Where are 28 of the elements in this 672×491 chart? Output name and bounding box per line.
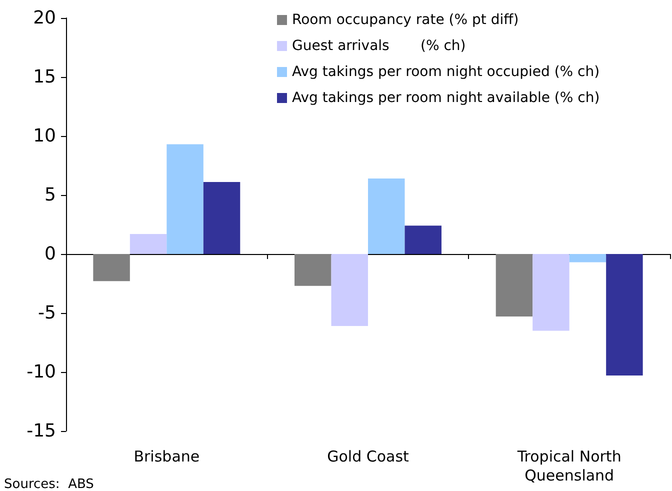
legend-label: Room occupancy rate (% pt diff) bbox=[292, 12, 519, 28]
y-tick-label: 0 bbox=[44, 244, 56, 264]
y-tick-label: 5 bbox=[44, 184, 56, 206]
bar bbox=[496, 254, 533, 317]
source-note: Sources: ABS bbox=[4, 477, 94, 491]
bar bbox=[203, 182, 240, 254]
bar bbox=[166, 144, 204, 254]
y-tick-label: 15 bbox=[33, 66, 56, 88]
bar bbox=[606, 254, 643, 376]
legend-label: Avg takings per room night occupied (% ch) bbox=[292, 64, 600, 80]
bar bbox=[368, 178, 405, 254]
bar bbox=[404, 226, 442, 254]
y-tick-label: 10 bbox=[33, 126, 56, 146]
y-tick-label: -15 bbox=[26, 420, 56, 442]
x-tick-label: Gold Coast bbox=[327, 448, 410, 466]
bar bbox=[294, 254, 332, 286]
y-tick-label: -10 bbox=[26, 362, 56, 382]
bar bbox=[532, 254, 570, 331]
bar bbox=[331, 254, 368, 326]
legend-label: Avg takings per room night available (% ch) bbox=[292, 90, 600, 106]
y-tick-label: 20 bbox=[33, 8, 56, 28]
legend-label: Guest arrivals (% ch) bbox=[292, 38, 466, 54]
x-tick-label: Tropical North Queensland bbox=[516, 448, 622, 484]
y-tick-label: -5 bbox=[38, 302, 56, 324]
x-tick-label: Brisbane bbox=[134, 448, 200, 466]
bar bbox=[130, 234, 167, 254]
bar bbox=[93, 254, 130, 282]
bar bbox=[569, 254, 606, 262]
